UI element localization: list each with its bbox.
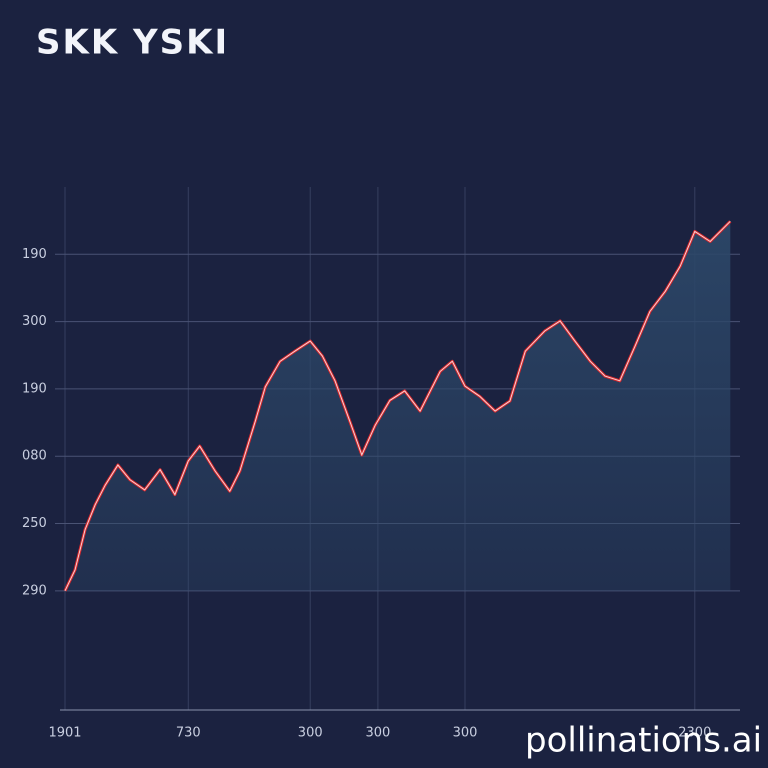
area [65, 221, 731, 591]
watermark: pollinations.ai [525, 721, 762, 761]
y-tick-label: 290 [22, 583, 47, 598]
y-tick-label: 080 [22, 449, 47, 464]
y-tick-label: 300 [22, 314, 47, 329]
x-tick-label: 300 [298, 726, 323, 741]
chart-title: SKK YSKI [36, 23, 229, 63]
x-tick-label: 730 [176, 726, 201, 741]
x-tick-label: 2300 [678, 726, 711, 741]
x-tick-label: 1901 [48, 726, 81, 741]
y-tick-label: 250 [22, 516, 47, 531]
x-tick-label: 300 [365, 726, 390, 741]
x-tick-label: 300 [453, 726, 478, 741]
y-tick-label: 190 [22, 381, 47, 396]
line-highlight [64, 220, 731, 592]
y-tick-label: 190 [22, 247, 47, 262]
